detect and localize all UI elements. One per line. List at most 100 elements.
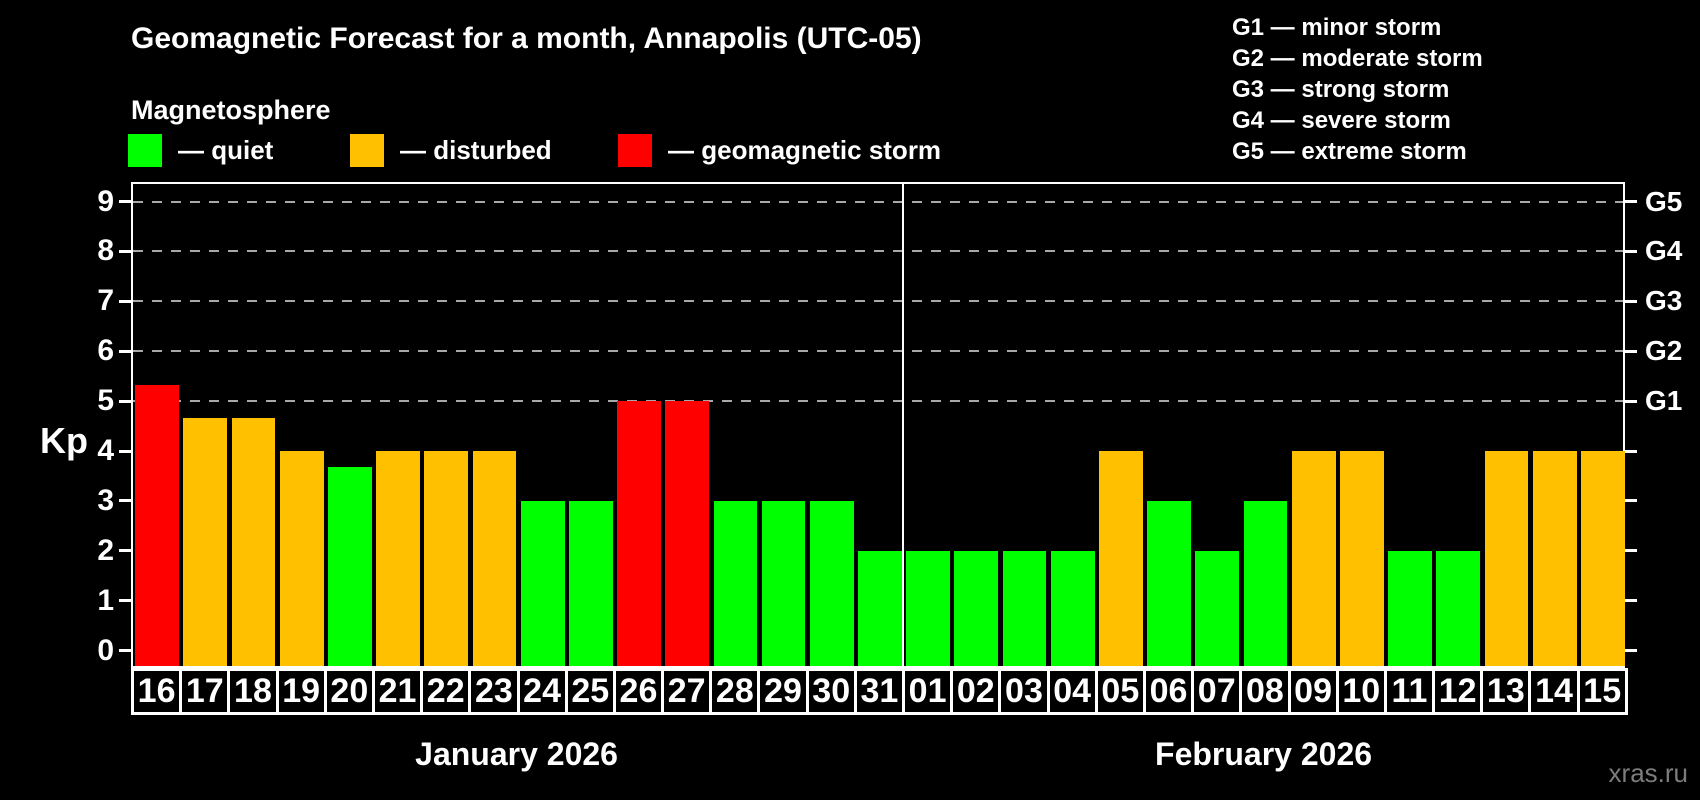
legend-label-disturbed: — disturbed (400, 135, 552, 165)
bar-day-10 (1340, 451, 1384, 666)
bar-day-30 (809, 500, 854, 666)
bar-day-21 (376, 451, 420, 666)
y-tick-right-0 (1625, 649, 1637, 653)
y-tick-left-9 (119, 200, 131, 203)
g-legend-line-3: G3 — strong storm (1232, 76, 1450, 103)
bar-day-27 (665, 401, 710, 666)
day-label-15: 15 (1576, 668, 1628, 715)
day-label-24: 24 (516, 668, 568, 715)
y-tick-label-7: 7 (97, 284, 114, 318)
gridline-kp8 (133, 250, 1623, 253)
g-level-label-G4: G4 (1645, 235, 1683, 267)
y-tick-label-3: 3 (97, 483, 114, 517)
disturbed-swatch (350, 134, 384, 167)
bar-day-23 (472, 451, 517, 666)
day-label-19: 19 (275, 668, 327, 715)
bar-day-17 (183, 417, 228, 666)
bar-day-15 (1581, 451, 1625, 666)
day-label-29: 29 (757, 668, 809, 715)
day-label-07: 07 (1191, 668, 1243, 715)
day-label-30: 30 (805, 668, 857, 715)
bar-day-06 (1147, 500, 1192, 666)
y-tick-left-4 (119, 449, 131, 453)
y-tick-left-0 (119, 649, 131, 653)
day-label-25: 25 (564, 668, 616, 715)
bar-day-29 (761, 500, 806, 666)
day-label-05: 05 (1094, 668, 1146, 715)
y-tick-label-9: 9 (97, 184, 114, 218)
day-label-06: 06 (1142, 668, 1195, 715)
g-legend-line-2: G2 — moderate storm (1232, 45, 1483, 72)
bar-day-22 (424, 451, 469, 666)
bar-day-13 (1484, 451, 1529, 666)
y-tick-left-2 (119, 549, 131, 553)
g-legend-line-1: G1 — minor storm (1232, 14, 1442, 41)
y-tick-left-6 (119, 349, 131, 353)
y-tick-right-3 (1625, 499, 1637, 503)
day-labels-row: 16 17 18 19 20 21 22 23 24 25 26 27 28 29 30 31 01 02 03 04… (131, 668, 1628, 715)
y-tick-right-7 (1625, 299, 1637, 303)
day-label-08: 08 (1239, 668, 1291, 715)
day-label-14: 14 (1528, 668, 1580, 715)
bar-day-01 (906, 550, 951, 666)
bar-day-12 (1436, 550, 1481, 666)
watermark: xras.ru (1608, 758, 1688, 788)
y-tick-right-2 (1625, 549, 1637, 553)
bar-day-19 (279, 451, 324, 666)
legend-item-storm: — geomagnetic storm (618, 134, 941, 167)
y-tick-left-7 (119, 299, 131, 303)
bar-day-26 (617, 401, 661, 666)
day-label-01: 01 (902, 668, 954, 715)
gridline-kp5 (133, 400, 1623, 403)
day-label-17: 17 (179, 668, 231, 715)
day-label-02: 02 (950, 668, 1002, 715)
bar-day-07 (1195, 550, 1240, 666)
bar-day-31 (858, 550, 902, 666)
y-tick-left-8 (119, 249, 131, 253)
y-tick-label-1: 1 (97, 583, 114, 617)
bar-day-04 (1050, 550, 1095, 666)
y-tick-label-5: 5 (97, 384, 114, 418)
bar-day-14 (1532, 451, 1577, 666)
legend-label-storm: — geomagnetic storm (668, 135, 942, 165)
bar-day-03 (1002, 550, 1047, 666)
day-label-04: 04 (1046, 668, 1098, 715)
month-label-0: January 2026 (415, 736, 618, 772)
quiet-swatch (128, 134, 162, 167)
chart-subtitle: Magnetosphere (131, 95, 331, 125)
y-tick-label-6: 6 (97, 334, 114, 368)
storm-swatch (618, 134, 652, 167)
day-label-10: 10 (1335, 668, 1387, 715)
day-label-18: 18 (227, 668, 279, 715)
day-label-09: 09 (1287, 668, 1339, 715)
bar-day-28 (713, 500, 758, 666)
y-tick-label-2: 2 (97, 533, 114, 567)
y-axis-title: Kp (40, 420, 88, 461)
chart-title: Geomagnetic Forecast for a month, Annapo… (131, 22, 922, 55)
y-tick-right-9 (1625, 200, 1637, 203)
bar-day-18 (231, 417, 276, 666)
day-label-26: 26 (612, 668, 665, 715)
gridline-kp6 (133, 350, 1623, 353)
y-tick-label-4: 4 (97, 434, 114, 467)
g-legend-line-4: G4 — severe storm (1232, 107, 1451, 134)
y-tick-right-8 (1625, 249, 1637, 253)
month-label-1: February 2026 (1155, 736, 1373, 772)
legend-item-quiet: — quiet (128, 134, 273, 167)
bar-day-02 (954, 550, 999, 666)
bar-day-08 (1243, 500, 1288, 666)
legend-item-disturbed: — disturbed (350, 134, 552, 167)
g-legend-line-5: G5 — extreme storm (1232, 138, 1467, 165)
day-label-31: 31 (853, 668, 905, 715)
bar-day-11 (1388, 550, 1432, 666)
plot-area (131, 182, 1625, 668)
day-label-28: 28 (709, 668, 761, 715)
y-tick-right-5 (1625, 399, 1637, 403)
bar-day-16 (135, 384, 179, 666)
month-separator (902, 184, 905, 666)
y-tick-label-8: 8 (97, 234, 114, 268)
day-label-11: 11 (1383, 668, 1436, 715)
g-level-label-G2: G2 (1645, 335, 1683, 367)
day-label-16: 16 (131, 668, 183, 715)
